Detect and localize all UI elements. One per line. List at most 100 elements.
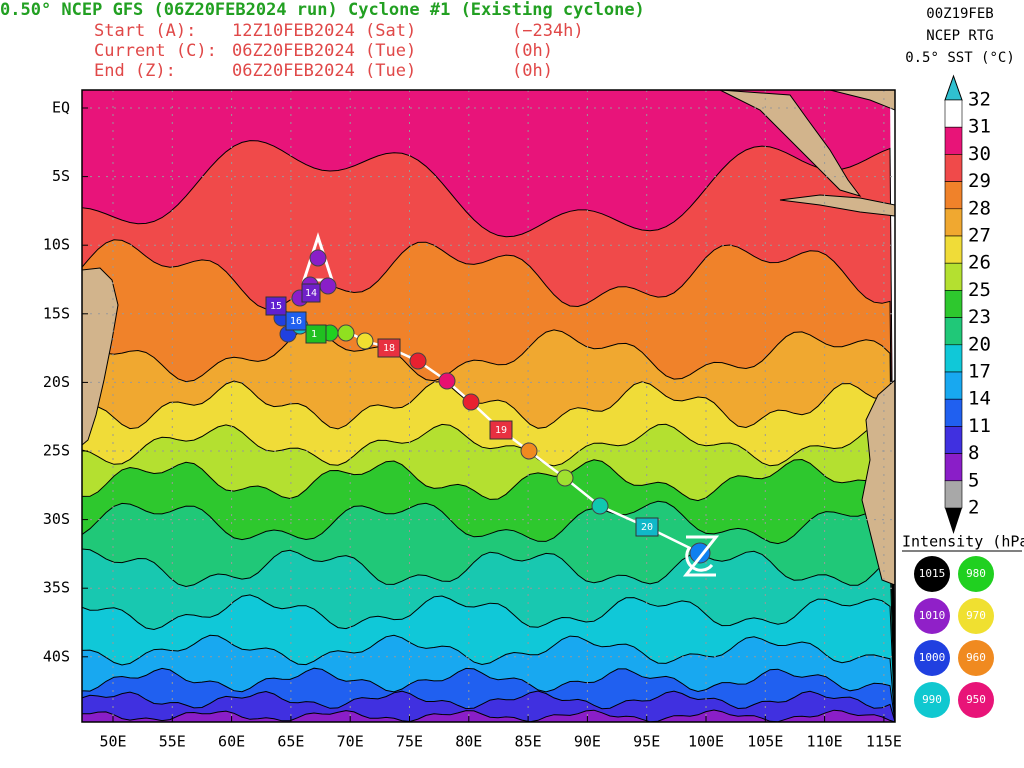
track-label: 16: [290, 316, 302, 327]
lon-label: 90E: [574, 733, 601, 751]
colorbar-label: 5: [968, 469, 979, 491]
lat-label: 5S: [52, 167, 70, 185]
lat-label: 15S: [43, 304, 70, 322]
header-text: (0h): [512, 61, 553, 81]
colorbar-box: [944, 262, 963, 291]
colorbar-label: 23: [968, 306, 991, 328]
colorbar-label: 27: [968, 225, 991, 247]
colorbar-label: 8: [968, 442, 979, 464]
lon-label: 65E: [277, 733, 304, 751]
lon-label: 50E: [99, 733, 126, 751]
header-text: Current (C):: [94, 41, 217, 61]
lon-label: 115E: [866, 733, 902, 751]
lat-label: EQ: [52, 99, 70, 117]
sst-band: [82, 690, 895, 722]
colorbar-box: [944, 208, 963, 237]
colorbar-box: [944, 235, 963, 264]
legend-label: 1000: [919, 651, 946, 664]
land: [82, 90, 895, 586]
legend-swatch: [914, 598, 950, 634]
colorbar-box: [944, 371, 963, 400]
axes: EQ 5S 10S 15S 20S 25S 30S 35S 40S 50E 55E 60E 65E 70E…: [43, 99, 902, 751]
header-text: (0h): [512, 41, 553, 61]
colorbar-label: 14: [968, 388, 991, 410]
legend-label: 970: [966, 609, 986, 622]
legend-swatch: [958, 598, 994, 634]
legend-label: 990: [922, 693, 942, 706]
lat-label: 10S: [43, 236, 70, 254]
colorbar-label: 20: [968, 333, 991, 355]
colorbar-box: [944, 126, 963, 155]
colorbar-label: 30: [968, 143, 991, 165]
track-label: 20: [641, 522, 653, 533]
lon-label: 105E: [747, 733, 783, 751]
sst-field: [82, 90, 895, 722]
colorbar-box: [944, 398, 963, 427]
colorbar-label: 28: [968, 197, 991, 219]
colorbar-label: 32: [968, 89, 991, 111]
colorbar-box: [944, 426, 963, 454]
header-lines: Start (A): 12Z10FEB2024 (Sat) (−234h) Curre…: [94, 21, 584, 81]
lon-label: 60E: [218, 733, 245, 751]
colorbar-label: 17: [968, 361, 991, 383]
lon-label: 70E: [337, 733, 364, 751]
track-label: 14: [305, 288, 317, 299]
header-text: Start (A):: [94, 21, 196, 41]
legend-title: Intensity (hPa):: [902, 533, 1024, 551]
colorbar-label: 2: [968, 497, 979, 519]
intensity-legend: Intensity (hPa): 1015 980 1010 970 1000 960 99…: [902, 533, 1024, 718]
info-text: 00Z19FEB: [926, 6, 993, 22]
info-text: NCEP RTG: [926, 28, 993, 44]
colorbar-label: 31: [968, 116, 991, 138]
colorbar-label: 25: [968, 279, 991, 301]
legend-swatch: [958, 682, 994, 718]
info-text: 0.5° SST (°C): [905, 50, 1015, 66]
legend-label: 1015: [919, 567, 946, 580]
lat-label: 25S: [43, 442, 70, 460]
lat-label: 40S: [43, 647, 70, 665]
colorbar-box: [944, 181, 963, 210]
track-label: 19: [495, 425, 507, 436]
legend-label: 980: [966, 567, 986, 580]
legend-label: 960: [966, 651, 986, 664]
map-frame: [81, 89, 896, 723]
end-marker: [682, 535, 720, 577]
header-text: 12Z10FEB2024 (Sat): [232, 21, 416, 41]
lat-label: 35S: [43, 579, 70, 597]
track-label: 18: [383, 343, 395, 354]
header-text: 06Z20FEB2024 (Tue): [232, 61, 416, 81]
colorbar-label: 26: [968, 252, 991, 274]
colorbar-box: [944, 290, 963, 318]
lon-label: 100E: [688, 733, 724, 751]
colorbar-cap: [945, 508, 962, 534]
legend-swatch: [958, 640, 994, 676]
legend-swatch: [914, 682, 950, 718]
colorbar-box: [944, 344, 963, 373]
colorbar-box: [944, 317, 963, 346]
lon-label: 80E: [455, 733, 482, 751]
legend-label: 1010: [919, 609, 946, 622]
info: 00Z19FEB NCEP RTG 0.5° SST (°C): [905, 6, 1015, 66]
graticule: [82, 90, 895, 722]
lon-label: 110E: [807, 733, 843, 751]
lat-label: 30S: [43, 510, 70, 528]
lon-label: 95E: [633, 733, 660, 751]
lon-label: 75E: [396, 733, 423, 751]
header-text: (−234h): [512, 21, 584, 41]
colorbar-label: 29: [968, 170, 991, 192]
header-text: 06Z20FEB2024 (Tue): [232, 41, 416, 61]
colorbar-box: [944, 480, 963, 509]
legend-swatch: [958, 556, 994, 592]
colorbar-box: [944, 99, 963, 128]
header-text: End (Z):: [94, 61, 176, 81]
lon-label: 85E: [515, 733, 542, 751]
track-label: 15: [270, 301, 282, 312]
title: 0.50° NCEP GFS (06Z20FEB2024 run) Cyclon…: [0, 0, 645, 20]
colorbar: 32 31 30 29 28 27 26 25 23 20 17 14 11 8 5 2: [944, 74, 991, 534]
lat-label: 20S: [43, 373, 70, 391]
colorbar-box: [944, 453, 963, 482]
colorbar-cap: [944, 74, 963, 101]
track-label: 1: [311, 329, 317, 340]
legend-label: 950: [966, 693, 986, 706]
